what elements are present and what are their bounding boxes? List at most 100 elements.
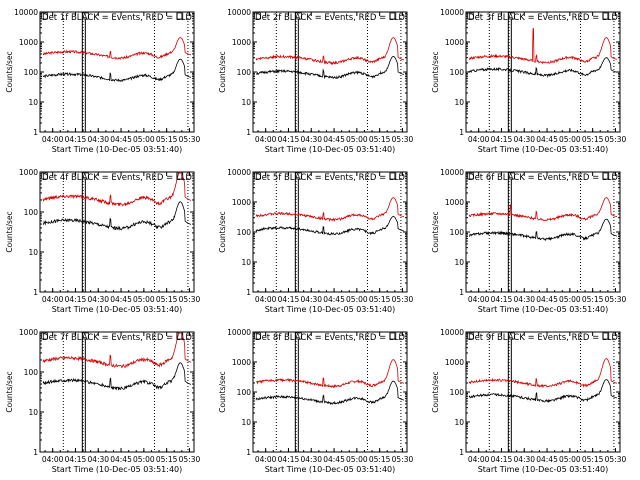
detector-panel: 1 10 100 1000 10000 04:00 04:15 04:30 04:45 05:00…	[431, 168, 626, 314]
events-rate-line	[42, 362, 192, 391]
y-tick-label: 1000	[445, 38, 464, 47]
y-tick-label: 1000	[445, 358, 464, 367]
x-tick-label: 04:45	[536, 135, 558, 144]
flag-box	[82, 12, 89, 20]
lld-rate-line	[42, 171, 192, 207]
plot-frame	[39, 171, 195, 293]
y-tick-label: 10000	[227, 328, 251, 337]
y-tick-label: 100	[237, 68, 252, 77]
detector-panel: 1 10 100 1000 10000 04:00 04:15 04:30 04:45 05:00…	[431, 328, 626, 474]
y-tick-label: 10	[241, 258, 251, 267]
x-tick-label: 05:00	[346, 135, 368, 144]
x-tick-label: 05:15	[582, 455, 604, 464]
x-tick-label: 04:45	[323, 135, 345, 144]
events-rate-line	[468, 379, 618, 404]
lld-rate-line	[255, 197, 405, 223]
flag-box	[389, 12, 397, 20]
x-tick-label: 04:30	[87, 295, 109, 304]
x-tick-label: 05:00	[346, 295, 368, 304]
y-tick-label: 1000	[232, 198, 251, 207]
flag-box	[41, 12, 48, 20]
x-axis-label: Start Time (10-Dec-05 03:51:40)	[478, 145, 609, 154]
y-axis-label: Counts/sec	[218, 371, 227, 412]
lld-rate-line	[468, 197, 618, 222]
events-rate-line	[468, 218, 618, 242]
lld-rate-line	[42, 37, 192, 61]
x-tick-label: 05:15	[156, 455, 178, 464]
y-tick-label: 1000	[19, 168, 38, 177]
y-tick-label: 10	[241, 98, 251, 107]
y-tick-label: 10000	[14, 8, 38, 17]
y-tick-label: 1	[33, 128, 38, 137]
x-tick-label: 04:45	[323, 455, 345, 464]
x-tick-label: 04:00	[42, 295, 64, 304]
x-axis-label: Start Time (10-Dec-05 03:51:40)	[265, 465, 396, 474]
y-tick-label: 1000	[232, 38, 251, 47]
y-tick-label: 1	[246, 288, 251, 297]
x-tick-label: 04:45	[536, 295, 558, 304]
x-tick-label: 04:00	[255, 135, 277, 144]
y-tick-label: 100	[450, 388, 465, 397]
x-tick-label: 04:00	[42, 135, 64, 144]
y-tick-label: 1	[246, 448, 251, 457]
lld-rate-line	[468, 358, 618, 389]
y-tick-label: 10	[454, 98, 464, 107]
panel-title: Det 9f BLACK = Events, RED = LLD	[468, 333, 618, 343]
flag-box	[82, 332, 89, 340]
y-axis-label: Counts/sec	[431, 211, 440, 252]
events-rate-line	[255, 380, 405, 405]
flag-box	[82, 172, 89, 180]
detector-panel: 1 10 100 1000 10000 04:00 04:15 04:30 04:45 05:00…	[218, 8, 413, 154]
x-tick-label: 04:00	[42, 455, 64, 464]
flag-box	[254, 332, 261, 340]
x-tick-label: 04:30	[513, 135, 535, 144]
x-tick-label: 04:45	[110, 455, 132, 464]
x-tick-label: 05:15	[156, 295, 178, 304]
x-tick-label: 04:45	[323, 295, 345, 304]
x-axis-label: Start Time (10-Dec-05 03:51:40)	[52, 305, 183, 314]
y-tick-label: 10	[28, 248, 38, 257]
x-tick-label: 05:00	[133, 135, 155, 144]
x-axis-label: Start Time (10-Dec-05 03:51:40)	[478, 465, 609, 474]
x-tick-label: 05:15	[369, 295, 391, 304]
x-tick-label: 04:30	[300, 135, 322, 144]
panel-title: Det 5f BLACK = Events, RED = LLD	[255, 173, 405, 183]
x-tick-label: 04:15	[278, 455, 300, 464]
flag-box	[467, 332, 474, 340]
panel-title: Det 7f BLACK = Events, RED = LLD	[42, 333, 192, 343]
y-axis-label: Counts/sec	[218, 51, 227, 92]
x-tick-label: 05:15	[369, 135, 391, 144]
x-tick-label: 04:15	[65, 135, 87, 144]
flag-box	[508, 332, 515, 340]
x-tick-label: 05:30	[605, 455, 627, 464]
flag-box	[602, 332, 610, 340]
panel-title: Det 3f BLACK = Events, RED = LLD	[468, 13, 618, 23]
x-tick-label: 05:00	[559, 135, 581, 144]
x-tick-label: 04:45	[536, 455, 558, 464]
lld-rate-line	[42, 331, 192, 369]
x-tick-label: 04:00	[468, 135, 490, 144]
x-tick-label: 04:30	[300, 455, 322, 464]
x-tick-label: 04:00	[468, 295, 490, 304]
flag-box	[389, 172, 397, 180]
x-axis-label: Start Time (10-Dec-05 03:51:40)	[265, 145, 396, 154]
x-tick-label: 05:15	[582, 135, 604, 144]
y-axis-label: Counts/sec	[5, 371, 14, 412]
y-tick-label: 100	[237, 388, 252, 397]
flag-box	[295, 332, 302, 340]
x-tick-label: 05:00	[133, 455, 155, 464]
x-tick-label: 04:30	[513, 455, 535, 464]
y-tick-label: 1000	[19, 38, 38, 47]
detector-panel: 1 10 100 1000 10000 04:00 04:15 04:30 04:45 05:00…	[218, 328, 413, 474]
panel-title: Det 6f BLACK = Events, RED = LLD	[468, 173, 618, 183]
x-tick-label: 04:45	[110, 295, 132, 304]
x-tick-label: 05:30	[392, 455, 414, 464]
panel-title: Det 2f BLACK = Events, RED = LLD	[255, 13, 405, 23]
x-tick-label: 05:00	[133, 295, 155, 304]
x-tick-label: 05:00	[346, 455, 368, 464]
y-axis-label: Counts/sec	[431, 51, 440, 92]
y-tick-label: 10	[454, 418, 464, 427]
flag-box	[508, 12, 515, 20]
x-tick-label: 04:15	[278, 135, 300, 144]
detector-panel: 1 10 100 1000 10000 04:00 04:15 04:30 04:45 05:00…	[218, 168, 413, 314]
